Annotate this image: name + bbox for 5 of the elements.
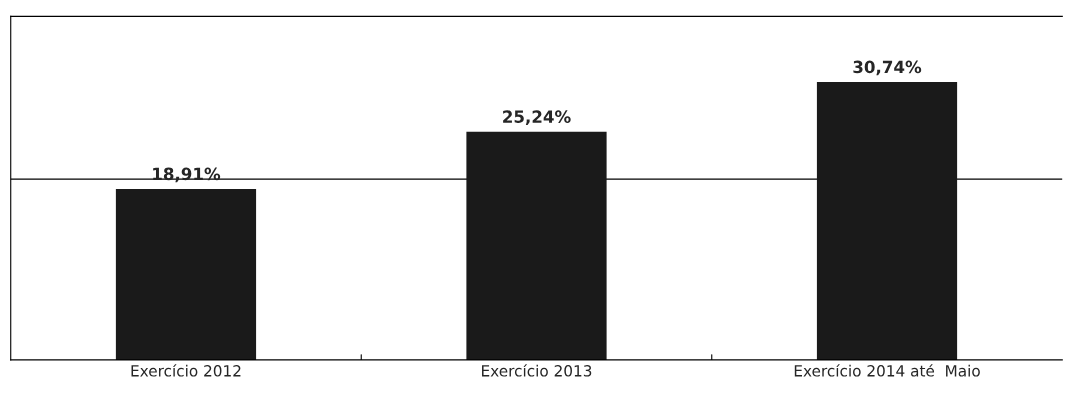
x-tick-label: Exercício 2012 xyxy=(131,364,241,377)
data-label: 30,74% xyxy=(853,60,922,76)
x-tick-label: Exercício 2014 até Maio xyxy=(794,364,980,377)
x-tick-label: Exercício 2013 xyxy=(482,364,592,377)
data-label: 25,24% xyxy=(503,110,571,126)
